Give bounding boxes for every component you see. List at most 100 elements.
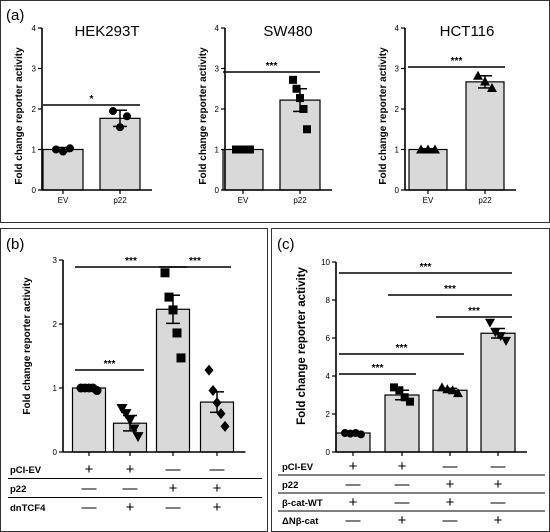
significance-label: *** (444, 284, 456, 295)
y-tick-label: 3 (215, 65, 220, 74)
data-point (52, 145, 60, 154)
plus-sign: + (126, 499, 135, 516)
significance-label: *** (451, 56, 463, 67)
data-point (390, 383, 398, 392)
minus-sign: — (166, 461, 181, 478)
data-point (423, 144, 433, 154)
data-point (109, 107, 117, 116)
bar (480, 332, 516, 453)
x-tick-label: p22 (113, 196, 127, 205)
plus-sign: + (446, 476, 455, 493)
chart-b-ylabel: Fold change reporter activity (22, 277, 33, 415)
data-point (480, 76, 490, 86)
plus-sign: + (169, 480, 178, 497)
data-point (208, 385, 218, 397)
bar (408, 148, 448, 191)
condition-row-label: ΔNβ-cat (282, 516, 319, 527)
minus-sign: — (82, 499, 97, 516)
chart-hct116-title: HCT116 (440, 23, 495, 40)
y-tick-label: 1 (53, 384, 58, 393)
bar (42, 148, 84, 191)
significance-label: *** (468, 306, 480, 317)
x-tick-label: EV (423, 196, 434, 205)
minus-sign: — (443, 512, 458, 529)
chart-hek293t: 0 1 2 3 4 EV p22 * (32, 24, 152, 205)
significance-label: *** (372, 363, 384, 374)
data-point (164, 292, 174, 302)
data-point (453, 388, 463, 398)
chart-sw480: 0 1 2 3 4 EV p22 *** (215, 24, 332, 205)
chart-c: 0 2 4 6 8 10 *** *** *** *** *** (321, 258, 527, 457)
chart-hct116: 0 1 2 3 4 EV p22 *** (395, 24, 516, 205)
y-tick-label: 6 (326, 334, 331, 343)
minus-sign: — (346, 512, 361, 529)
plus-sign: + (85, 461, 94, 478)
condition-row-label: p22 (10, 484, 26, 495)
data-point (495, 332, 506, 342)
bar (279, 99, 321, 191)
plus-sign: + (213, 499, 222, 516)
minus-sign: — (395, 476, 410, 493)
data-point (132, 432, 144, 443)
plus-sign: + (494, 512, 503, 529)
plus-sign: + (398, 512, 407, 529)
bar (432, 389, 468, 453)
chart-hct116-ylabel: Fold change reporter activity (378, 47, 389, 185)
significance-label: *** (266, 61, 278, 72)
x-tick-label: p22 (478, 196, 492, 205)
chart-c-ylabel: Fold change reporter activity (296, 266, 308, 424)
condition-row-label: pCI-EV (10, 465, 42, 476)
condition-row-label: pCI-EV (282, 462, 314, 473)
data-point (292, 84, 301, 93)
minus-sign: — (210, 461, 225, 478)
data-point (303, 125, 311, 134)
y-tick-label: 4 (395, 24, 400, 33)
y-tick-label: 0 (395, 186, 400, 195)
significance-label: *** (396, 343, 408, 354)
significance-label: * (90, 94, 94, 105)
minus-sign: — (123, 480, 138, 497)
y-tick-label: 0 (32, 186, 37, 195)
panel-c-condition-table: pCI-EV + + — —p22— — + +β-cat-WT + — + —ΔNβ-cat — + — + (278, 458, 545, 529)
x-tick-label: EV (58, 196, 69, 205)
y-tick-label: 2 (215, 105, 220, 114)
plus-sign: + (494, 476, 503, 493)
data-point (437, 382, 447, 392)
y-tick-label: 2 (326, 410, 331, 419)
y-tick-label: 2 (395, 105, 400, 114)
minus-sign: — (395, 494, 410, 511)
data-point (116, 123, 124, 132)
panel-b-letter: (b) (6, 236, 24, 253)
data-point (299, 105, 308, 113)
data-point (66, 144, 74, 153)
y-tick-label: 0 (326, 448, 331, 457)
data-point (92, 386, 102, 396)
condition-row-label: β-cat-WT (282, 498, 323, 509)
data-point (116, 403, 128, 414)
bar (71, 387, 107, 453)
significance-label: *** (104, 359, 116, 370)
y-tick-label: 1 (215, 146, 220, 155)
x-tick-label: EV (238, 196, 249, 205)
data-point (490, 328, 501, 338)
y-tick-label: 2 (53, 320, 58, 329)
y-tick-label: 0 (53, 448, 58, 457)
y-tick-label: 4 (32, 24, 37, 33)
data-point (120, 409, 132, 420)
data-point (357, 430, 365, 439)
y-tick-label: 4 (326, 372, 331, 381)
minus-sign: — (166, 499, 181, 516)
data-point (123, 112, 131, 121)
y-tick-label: 3 (32, 65, 37, 74)
y-tick-label: 1 (395, 146, 400, 155)
condition-row-label: p22 (282, 480, 298, 491)
data-point (172, 328, 182, 338)
minus-sign: — (346, 476, 361, 493)
chart-sw480-ylabel: Fold change reporter activity (198, 47, 209, 185)
data-point (246, 145, 254, 154)
data-point (289, 75, 297, 84)
plus-sign: + (398, 458, 407, 475)
data-point (59, 147, 67, 156)
minus-sign: — (491, 458, 506, 475)
data-point (124, 415, 136, 426)
